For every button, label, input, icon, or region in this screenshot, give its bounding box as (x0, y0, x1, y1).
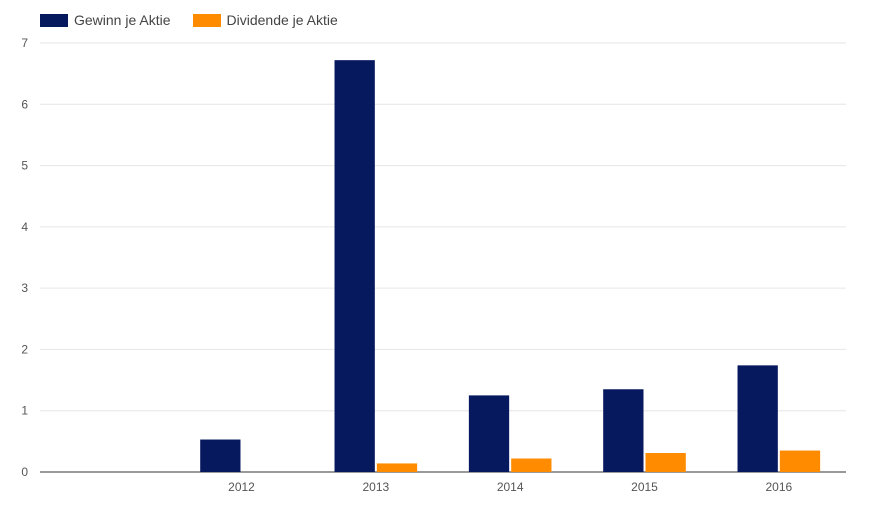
legend-label-gewinn: Gewinn je Aktie (74, 12, 171, 28)
bar-gewinn-2013[interactable] (334, 60, 375, 472)
legend-item-gewinn[interactable]: Gewinn je Aktie (40, 12, 171, 28)
y-tick-label: 1 (21, 404, 28, 418)
x-tick-label: 2012 (228, 480, 255, 494)
legend-swatch-dividende (192, 13, 221, 27)
bar-dividende-2016[interactable] (779, 450, 821, 472)
x-tick-label: 2016 (765, 480, 792, 494)
bar-dividende-2013[interactable] (376, 463, 418, 472)
y-tick-label: 5 (21, 159, 28, 173)
x-tick-label: 2014 (497, 480, 524, 494)
legend-swatch-gewinn (40, 13, 68, 27)
y-tick-label: 7 (21, 36, 28, 50)
y-tick-label: 2 (21, 342, 28, 356)
bar-gewinn-2012[interactable] (200, 439, 241, 472)
bar-gewinn-2016[interactable] (737, 365, 778, 472)
legend-item-dividende[interactable]: Dividende je Aktie (192, 12, 338, 28)
y-tick-label: 0 (21, 465, 28, 479)
bar-gewinn-2014[interactable] (468, 395, 510, 472)
bar-gewinn-2015[interactable] (603, 389, 644, 472)
y-tick-label: 6 (21, 97, 28, 111)
x-tick-label: 2015 (631, 480, 658, 494)
x-tick-label: 2013 (362, 480, 389, 494)
legend: Gewinn je Aktie Dividende je Aktie (40, 12, 338, 28)
y-tick-label: 3 (21, 281, 28, 295)
bar-dividende-2015[interactable] (645, 453, 686, 472)
y-tick-label: 4 (21, 220, 28, 234)
bar-dividende-2014[interactable] (511, 458, 552, 472)
legend-label-dividende: Dividende je Aktie (226, 12, 338, 28)
